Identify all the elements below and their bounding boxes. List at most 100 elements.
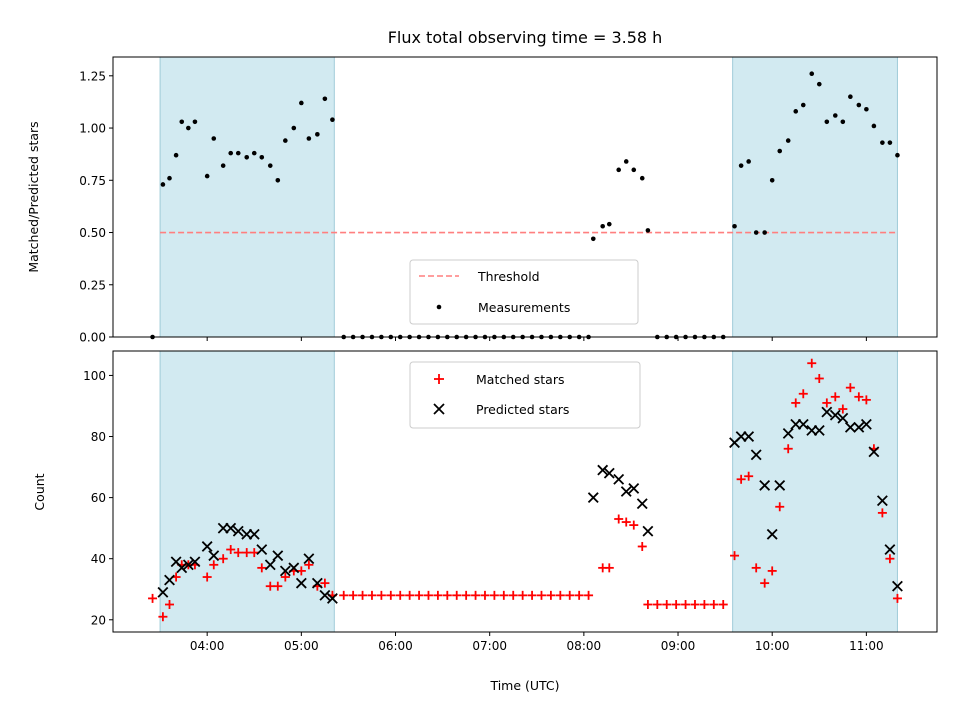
- predicted-star-marker: [613, 473, 625, 485]
- predicted-star-marker: [256, 544, 268, 555]
- predicted-star-marker-b: [797, 418, 809, 430]
- measurement-point: [816, 81, 822, 87]
- matched-star-marker: [814, 373, 824, 383]
- predicted-star-marker-b: [743, 431, 755, 442]
- predicted-star-marker-b: [844, 421, 856, 433]
- top-shaded-span: [159, 56, 335, 338]
- measurement-point: [322, 96, 328, 102]
- measurement-point: [186, 125, 191, 131]
- matched-star-marker: [499, 590, 509, 600]
- matched-star-marker: [822, 398, 832, 408]
- top-y-tick-label: 1.00: [79, 122, 106, 136]
- matched-star-marker: [433, 590, 443, 600]
- matched-star-marker: [798, 389, 808, 399]
- predicted-star-marker-b: [189, 556, 201, 568]
- x-tick-label: 08:00: [567, 639, 602, 653]
- bottom-y-tick-label: 100: [83, 369, 106, 383]
- measurement-point: [832, 113, 838, 118]
- predicted-star-marker: [248, 528, 260, 540]
- predicted-star-marker-b: [766, 528, 778, 540]
- measurement-point: [283, 138, 288, 143]
- matched-star-marker: [845, 383, 855, 393]
- predicted-star-marker-b: [587, 492, 599, 504]
- measurement-point: [645, 228, 651, 233]
- predicted-star-marker-b: [628, 483, 640, 494]
- measurement-point: [824, 119, 830, 125]
- matched-star-marker: [783, 444, 793, 454]
- matched-star-marker: [807, 358, 817, 368]
- matched-star-marker: [536, 590, 546, 600]
- measurement-point: [785, 138, 791, 143]
- predicted-star-marker: [884, 544, 896, 555]
- measurement-point: [639, 175, 645, 181]
- top-axes-frame: [112, 56, 938, 338]
- matched-star-marker: [604, 563, 614, 573]
- x-axis-label: Time (UTC): [489, 678, 559, 693]
- bottom-y-tick-label: 20: [91, 613, 106, 627]
- measurement-point: [179, 119, 185, 125]
- predicted-star-marker: [295, 577, 307, 589]
- matched-star-marker: [257, 563, 267, 573]
- predicted-star-marker: [797, 418, 809, 430]
- predicted-star-marker-b: [225, 522, 237, 534]
- bottom-panel: 20 40 60 80 100 04:00 05:00 06:00 07:00 08:00 09:0…: [83, 350, 938, 653]
- predicted-star-marker-b: [642, 525, 654, 537]
- predicted-star-marker-b: [170, 556, 182, 568]
- measurement-point: [220, 163, 226, 168]
- x-tick-label: 07:00: [472, 639, 507, 653]
- predicted-star-marker-b: [821, 406, 833, 418]
- measurement-point: [267, 163, 273, 168]
- predicted-star-marker-b: [613, 473, 625, 485]
- predicted-star-marker: [782, 428, 794, 439]
- matched-star-marker: [280, 572, 290, 582]
- measurement-point: [793, 109, 799, 114]
- predicted-star-marker-b: [759, 479, 771, 491]
- x-tick-label: 06:00: [378, 639, 413, 653]
- matched-star-marker: [885, 554, 895, 564]
- measurement-point: [590, 236, 596, 242]
- measurement-point: [160, 182, 166, 187]
- predicted-star-marker-b: [603, 467, 615, 479]
- matched-star-marker: [339, 590, 349, 600]
- predicted-star-marker-b: [182, 559, 194, 571]
- predicted-star-marker-b: [256, 544, 268, 555]
- predicted-star-marker: [232, 525, 244, 537]
- matched-star-marker: [791, 398, 801, 408]
- predicted-star-marker: [182, 559, 194, 571]
- predicted-star-marker-b: [892, 580, 903, 592]
- bottom-legend-box: [409, 361, 641, 429]
- measurement-point: [251, 150, 257, 156]
- predicted-star-marker: [208, 550, 220, 562]
- predicted-star-marker-b: [860, 418, 872, 430]
- measurement-point: [211, 136, 217, 141]
- predicted-star-marker: [164, 574, 175, 586]
- predicted-star-marker-b: [620, 486, 632, 497]
- matched-star-marker: [555, 590, 565, 600]
- predicted-star-marker-b: [264, 559, 276, 571]
- predicted-star-marker: [844, 421, 856, 433]
- matched-star-marker: [304, 560, 314, 570]
- matched-star-marker: [233, 548, 243, 558]
- predicted-star-marker-b: [868, 446, 880, 458]
- predicted-star-marker-b: [248, 528, 260, 540]
- matched-star-marker: [471, 590, 481, 600]
- measurement-point: [864, 106, 869, 112]
- predicted-star-marker: [837, 412, 849, 424]
- matched-star-marker: [709, 600, 719, 610]
- measurement-point: [315, 132, 320, 137]
- predicted-star-marker-b: [288, 562, 300, 574]
- predicted-star-marker: [319, 589, 331, 601]
- matched-star-marker: [671, 600, 681, 610]
- bottom-y-tick-label: 80: [91, 430, 106, 444]
- predicted-star-marker: [225, 522, 237, 534]
- predicted-star-marker: [620, 486, 632, 497]
- legend-measurements-swatch: [436, 304, 442, 310]
- matched-star-marker: [830, 392, 840, 402]
- measurement-point: [616, 167, 622, 173]
- measurement-point: [306, 136, 312, 141]
- legend-predicted-label: Predicted stars: [476, 402, 569, 417]
- matched-star-marker: [744, 471, 754, 481]
- measurement-point: [809, 71, 815, 77]
- measurement-point: [600, 223, 605, 229]
- measurement-point: [856, 102, 862, 108]
